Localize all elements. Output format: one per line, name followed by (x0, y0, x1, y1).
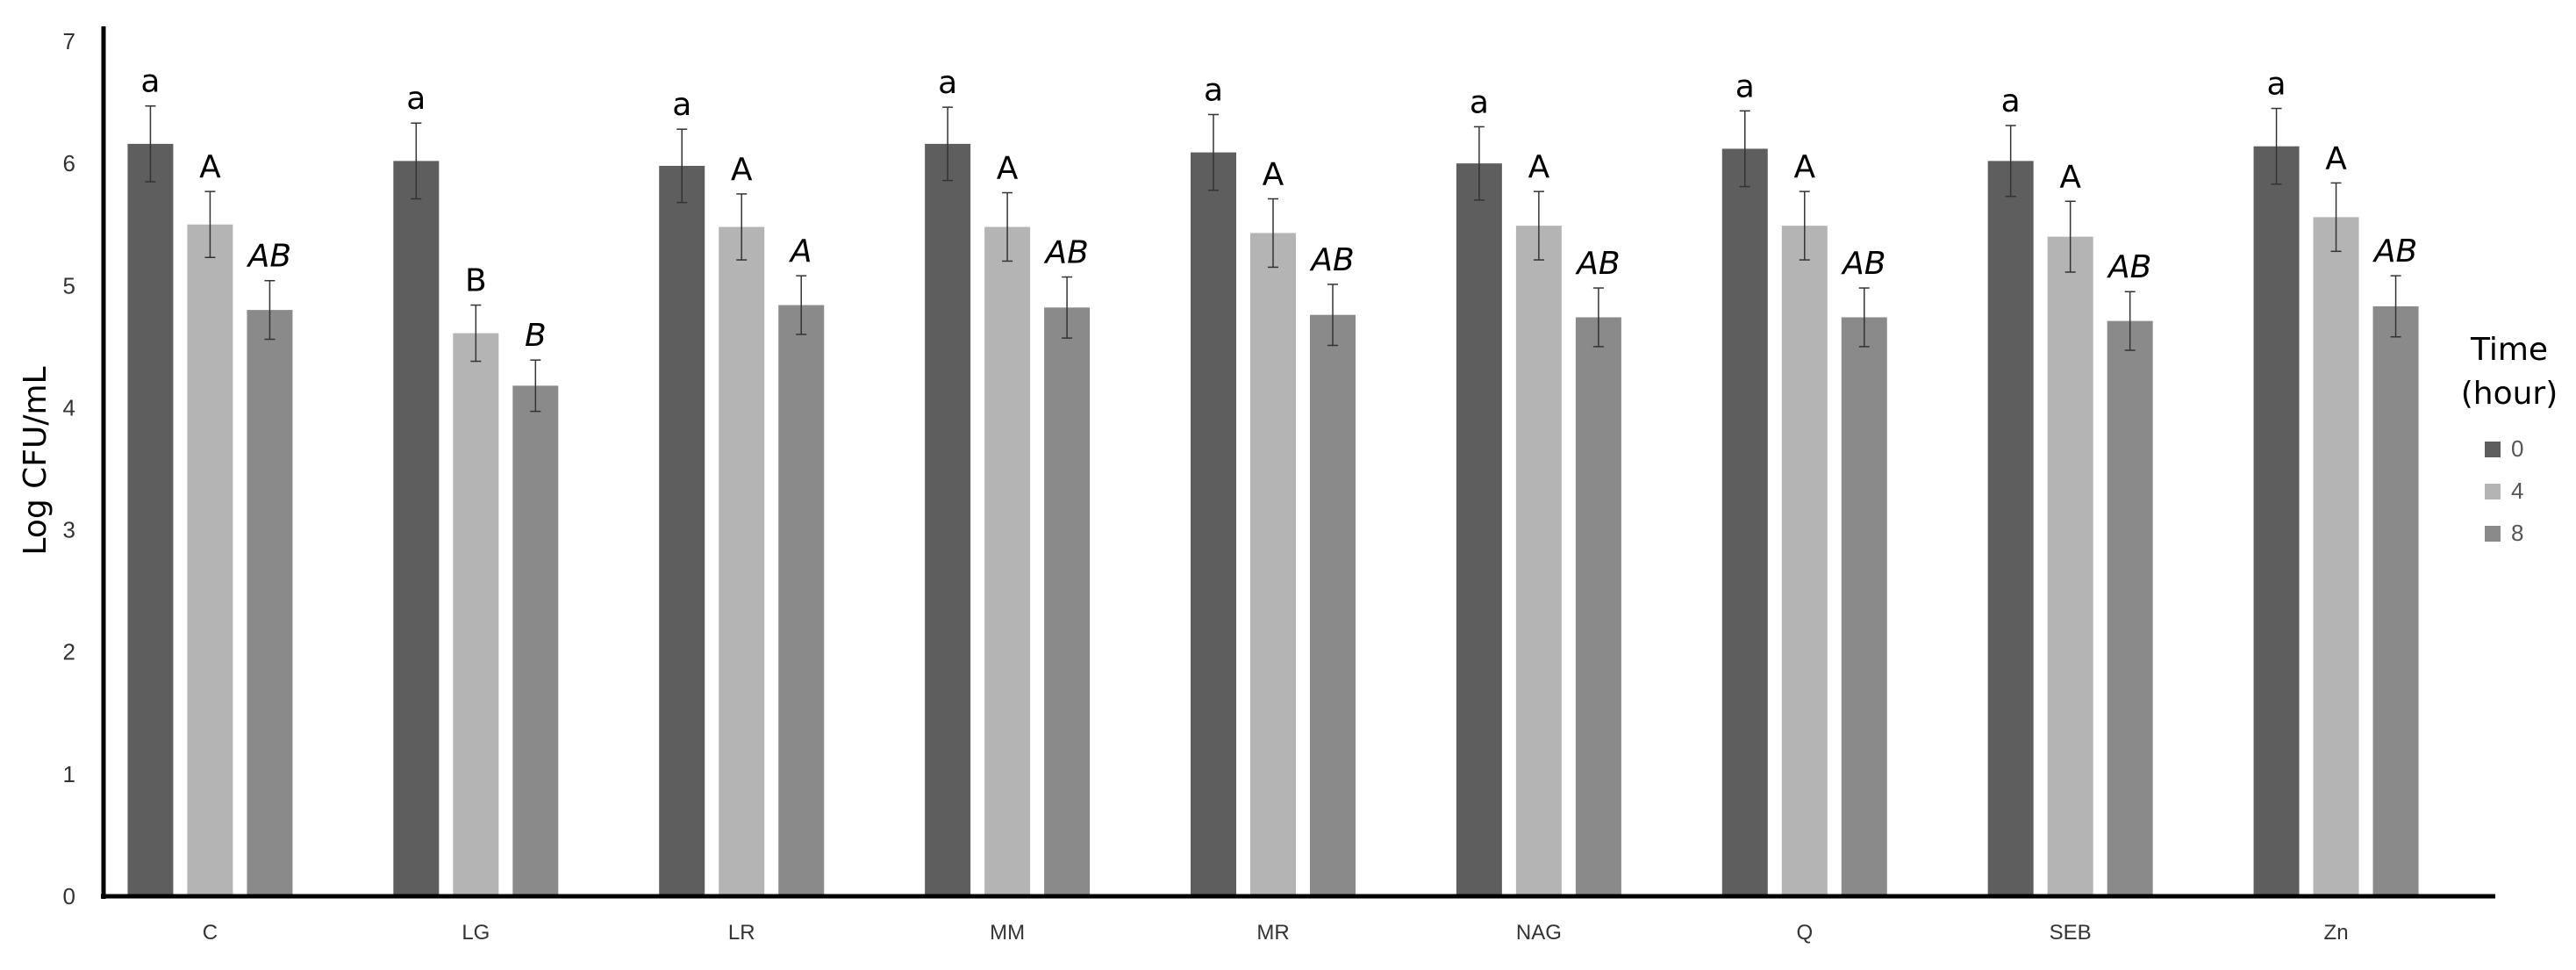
significance-letter: a (406, 81, 426, 117)
y-tick-label: 7 (63, 28, 75, 54)
significance-letter: a (1204, 72, 1223, 108)
bar-seb-0h (1987, 161, 2034, 897)
bar-seb-4h (2047, 236, 2093, 897)
bars: a A AB a B Ba A Aa A AB a A AB a A AB a A AB a A AB a A AB (127, 64, 2419, 897)
significance-letter: B (525, 318, 547, 354)
significance-letter: AB (2372, 234, 2417, 269)
bar-nag-4h (1515, 226, 1562, 896)
significance-letter: AB (2107, 249, 2151, 285)
bar-q-0h (1721, 148, 1768, 897)
significance-letter: a (2267, 67, 2286, 103)
bar-c-0h (127, 143, 174, 896)
y-axis-label: Log CFU/mL (18, 366, 54, 555)
bar-mr-4h (1250, 233, 1296, 896)
legend-label: 4 (2511, 478, 2523, 504)
x-tick-label: Q (1796, 921, 1813, 945)
y-tick-labels: 0 1 2 3 4 5 6 7 (63, 28, 75, 909)
bar-zn-4h (2313, 217, 2359, 896)
legend-swatch-0h (2485, 442, 2501, 457)
bar-mm-0h (925, 143, 971, 896)
bar-lr-8h (778, 305, 825, 896)
significance-letter: AB (247, 239, 291, 275)
significance-letter: a (1735, 68, 1755, 104)
y-tick-label: 1 (63, 761, 75, 787)
y-tick-label: 0 (63, 883, 75, 909)
significance-letter: A (789, 234, 812, 269)
significance-letter: A (1528, 149, 1550, 185)
bar-lr-4h (719, 226, 765, 896)
x-tick-label: SEB (2050, 921, 2092, 945)
bar-nag-8h (1575, 317, 1621, 896)
x-tick-label: C (203, 921, 218, 945)
legend-title-line-2: (hour) (2461, 376, 2558, 412)
bar-nag-0h (1456, 163, 1502, 897)
significance-letter: A (731, 152, 753, 188)
x-tick-label: Zn (2324, 921, 2349, 945)
bar-zn-8h (2372, 305, 2419, 896)
significance-letter: AB (1309, 242, 1354, 278)
bar-lg-8h (512, 385, 559, 897)
legend-label: 0 (2511, 435, 2523, 462)
bar-mm-8h (1044, 307, 1091, 896)
bar-mr-0h (1191, 152, 1236, 896)
y-tick-label: 3 (63, 517, 75, 543)
y-tick-label: 2 (63, 639, 75, 665)
significance-letter: AB (1575, 246, 1620, 282)
x-tick-label: LR (728, 921, 755, 945)
legend-title-line-1: Time (2470, 332, 2548, 368)
significance-letter: A (997, 151, 1019, 187)
significance-letter: a (938, 65, 957, 101)
significance-letter: A (2059, 159, 2081, 195)
bar-zn-0h (2253, 146, 2300, 897)
bar-mr-8h (1310, 314, 1356, 896)
bar-q-4h (1781, 226, 1828, 896)
x-tick-label: NAG (1516, 921, 1562, 945)
significance-letter: A (199, 149, 221, 185)
y-tick-label: 5 (63, 272, 75, 298)
significance-letter: AB (1841, 246, 1885, 282)
significance-letter: a (140, 64, 160, 100)
legend-label: 8 (2511, 520, 2523, 546)
significance-letter: a (1470, 84, 1489, 120)
significance-letter: a (2001, 83, 2021, 119)
significance-letter: A (1263, 156, 1284, 192)
bar-lr-0h (659, 165, 705, 896)
significance-letter: A (1793, 149, 1815, 185)
bar-lg-0h (393, 161, 440, 897)
legend: Time (hour) 0 4 8 (2461, 332, 2558, 546)
x-tick-label: MR (1256, 921, 1289, 945)
significance-letter: A (2325, 140, 2347, 176)
axes (101, 26, 2495, 899)
bar-q-8h (1841, 317, 1887, 896)
significance-letter: B (465, 263, 487, 299)
y-tick-label: 6 (63, 150, 75, 176)
legend-swatch-8h (2485, 526, 2501, 542)
bar-c-8h (247, 310, 293, 897)
legend-swatch-4h (2485, 484, 2501, 499)
bar-seb-8h (2107, 320, 2153, 896)
x-tick-label: MM (990, 921, 1025, 945)
bar-mm-4h (984, 226, 1031, 896)
significance-letter: AB (1043, 235, 1088, 271)
x-tick-labels: C LG LR MM MR NAG Q SEB Zn (203, 921, 2349, 945)
bar-c-4h (187, 224, 233, 896)
y-tick-label: 4 (63, 394, 75, 420)
x-tick-label: LG (462, 921, 490, 945)
significance-letter: a (672, 87, 691, 123)
bar-lg-4h (453, 333, 499, 897)
